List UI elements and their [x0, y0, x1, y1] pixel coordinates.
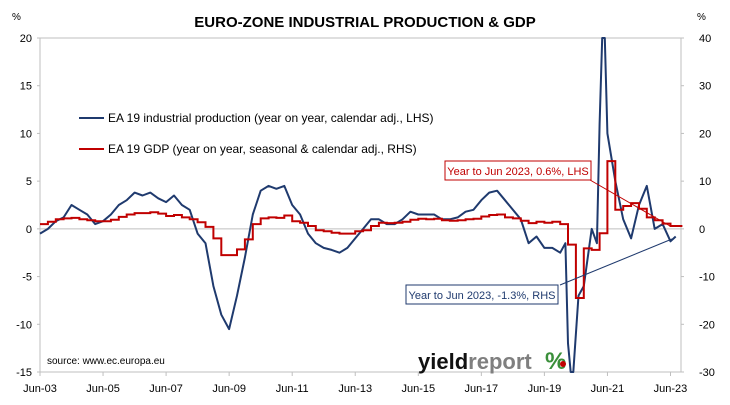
- svg-text:yieldreport: yieldreport: [418, 349, 532, 374]
- annotation-ip-leader: [559, 238, 673, 286]
- x-axis-tick-label: Jun-13: [338, 383, 372, 395]
- legend-label-gdp: EA 19 GDP (year on year, seasonal & cale…: [108, 142, 417, 156]
- right-axis-tick-label: 40: [699, 33, 711, 45]
- annotation-ip-text: Year to Jun 2023, -1.3%, RHS: [409, 290, 556, 302]
- x-axis-tick-label: Jun-21: [591, 383, 625, 395]
- left-axis-tick-label: 0: [26, 224, 32, 236]
- x-axis-tick-label: Jun-03: [23, 383, 57, 395]
- chart-title: EURO-ZONE INDUSTRIAL PRODUCTION & GDP: [194, 14, 535, 31]
- left-axis-tick-label: 20: [20, 33, 32, 45]
- left-axis-tick-label: -10: [16, 319, 32, 331]
- right-axis-tick-label: -10: [699, 272, 715, 284]
- left-axis-tick-label: -5: [22, 272, 32, 284]
- right-axis-tick-label: -30: [699, 367, 715, 379]
- left-axis-tick-label: 5: [26, 176, 32, 188]
- x-axis-tick-label: Jun-09: [212, 383, 246, 395]
- left-axis-tick-label: 15: [20, 81, 32, 93]
- logo-word-report: report: [468, 349, 532, 374]
- right-axis-tick-label: 30: [699, 81, 711, 93]
- yieldreport-logo: yieldreport %: [418, 348, 566, 375]
- x-axis-tick-label: Jun-05: [86, 383, 120, 395]
- legend-label-industrial-production: EA 19 industrial production (year on yea…: [108, 111, 434, 125]
- left-axis-tick-label: -15: [16, 367, 32, 379]
- right-axis-tick-label: 10: [699, 176, 711, 188]
- x-axis: Jun-03 Jun-05 Jun-07 Jun-09 Jun-11 Jun-13 Jun-…: [23, 372, 687, 395]
- annotation-gdp: Year to Jun 2023, 0.6%, LHS: [444, 160, 671, 227]
- x-axis-tick-label: Jun-19: [528, 383, 562, 395]
- x-axis-tick-label: Jun-15: [401, 383, 435, 395]
- legend: EA 19 industrial production (year on yea…: [79, 111, 434, 156]
- annotation-gdp-leader: [589, 179, 671, 227]
- right-axis-unit: %: [697, 12, 706, 23]
- logo-percent-dot-icon: [560, 361, 566, 367]
- right-axis: 40 30 20 10 0 -10 -20 -30: [681, 33, 715, 379]
- x-axis-tick-label: Jun-11: [276, 383, 309, 395]
- x-axis-tick-label: Jun-23: [654, 383, 688, 395]
- annotation-gdp-text: Year to Jun 2023, 0.6%, LHS: [447, 166, 588, 178]
- x-axis-tick-label: Jun-07: [149, 383, 183, 395]
- right-axis-tick-label: -20: [699, 319, 715, 331]
- annotation-ip-box: [405, 284, 559, 305]
- left-axis-tick-label: 10: [20, 128, 32, 140]
- right-axis-tick-label: 20: [699, 128, 711, 140]
- annotation-gdp-box: [444, 160, 592, 181]
- logo-word-yield: yield: [418, 349, 468, 374]
- left-axis: 20 15 10 5 0 -5 -10 -15: [16, 33, 40, 379]
- source-note: source: www.ec.europa.eu: [47, 356, 165, 367]
- x-axis-tick-label: Jun-17: [465, 383, 499, 395]
- left-axis-unit: %: [12, 12, 21, 23]
- plot-area-border: [39, 37, 682, 373]
- right-axis-tick-label: 0: [699, 224, 705, 236]
- annotation-ip: Year to Jun 2023, -1.3%, RHS: [405, 238, 673, 305]
- logo-percent-icon: %: [545, 348, 566, 375]
- series-gdp-line: [40, 160, 683, 299]
